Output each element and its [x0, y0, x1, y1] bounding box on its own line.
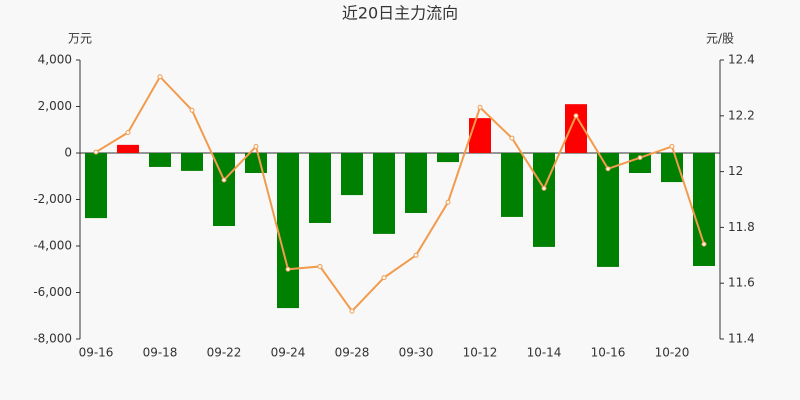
y-tick-label: 4,000: [38, 53, 72, 67]
bar: [245, 153, 267, 173]
y2-unit: 元/股: [706, 32, 734, 46]
x-tick-label: 10-14: [527, 346, 562, 360]
bar: [373, 153, 395, 234]
y-tick-label: 0: [64, 146, 72, 160]
line-point: [605, 166, 611, 172]
bar: [629, 153, 651, 173]
bar: [501, 153, 523, 217]
x-tick-label: 09-22: [207, 346, 242, 360]
bar: [437, 153, 459, 163]
x-tick-label: 09-30: [399, 346, 434, 360]
line-point: [285, 266, 291, 272]
x-tick-label: 10-20: [655, 346, 690, 360]
line-point: [445, 199, 451, 205]
line-point: [637, 155, 643, 161]
y2-tick-label: 11.4: [728, 332, 755, 346]
line-point: [125, 130, 131, 136]
x-tick-label: 09-24: [271, 346, 306, 360]
line-point: [349, 308, 355, 314]
line-point: [157, 74, 163, 80]
y2-tick-label: 11.6: [728, 276, 755, 290]
line-point: [221, 177, 227, 183]
bar: [277, 153, 299, 309]
x-tick-label: 09-28: [335, 346, 370, 360]
y2-tick-label: 11.8: [728, 220, 755, 234]
y-tick-label: -2,000: [33, 192, 72, 206]
x-tick-label: 10-16: [591, 346, 626, 360]
bar: [149, 153, 171, 167]
y2-tick-label: 12.2: [728, 108, 755, 122]
line: [95, 75, 705, 313]
x-tick-label: 10-12: [463, 346, 498, 360]
line-point: [701, 241, 707, 247]
x-tick-label: 09-18: [143, 346, 178, 360]
y-tick-label: -8,000: [33, 332, 72, 346]
line-point: [93, 149, 99, 155]
y-tick-label: -6,000: [33, 285, 72, 299]
bar: [309, 153, 331, 223]
line-point: [573, 113, 579, 119]
bar: [533, 153, 555, 247]
bar: [597, 153, 619, 267]
line-point: [189, 107, 195, 113]
line-point: [413, 252, 419, 258]
line-point: [541, 185, 547, 191]
bar: [693, 153, 715, 266]
y-tick-label: 2,000: [38, 99, 72, 113]
line-point: [253, 143, 259, 149]
y-tick-label: -4,000: [33, 239, 72, 253]
bar: [469, 118, 491, 153]
x-tick-label: 09-16: [79, 346, 114, 360]
line-point: [669, 143, 675, 149]
bar: [181, 153, 203, 171]
bar: [85, 153, 107, 219]
line-point: [317, 263, 323, 269]
bar: [213, 153, 235, 227]
y-unit: 万元: [68, 32, 92, 46]
line-point: [477, 104, 483, 110]
bar: [405, 153, 427, 213]
y2-tick-label: 12: [728, 164, 743, 178]
bar: [565, 104, 587, 153]
line-point: [381, 275, 387, 281]
bar: [117, 144, 139, 153]
chart-title: 近20日主力流向: [342, 4, 458, 23]
y2-tick-label: 12.4: [728, 53, 755, 67]
line-point: [509, 135, 515, 141]
bar: [341, 153, 363, 196]
